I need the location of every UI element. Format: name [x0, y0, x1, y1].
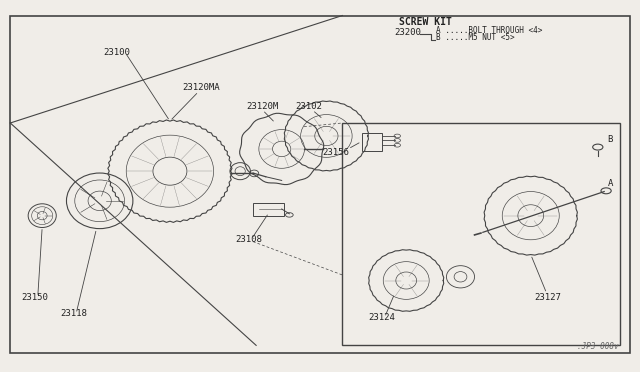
Text: 23120MA: 23120MA — [182, 83, 220, 92]
Text: A .....BOLT THROUGH <4>: A .....BOLT THROUGH <4> — [436, 26, 543, 35]
Bar — [253, 203, 284, 216]
Text: 23124: 23124 — [369, 313, 396, 322]
Text: 23120M: 23120M — [246, 102, 279, 111]
Text: 23156: 23156 — [322, 148, 349, 157]
Text: A: A — [607, 179, 612, 188]
Text: 23127: 23127 — [534, 293, 561, 302]
Bar — [342, 123, 620, 345]
Text: 23150: 23150 — [22, 293, 49, 302]
Bar — [362, 133, 382, 151]
Text: SCREW KIT: SCREW KIT — [399, 17, 452, 27]
Text: 23108: 23108 — [235, 235, 262, 244]
Text: 23118: 23118 — [60, 310, 87, 318]
Text: B .....M5 NUT <5>: B .....M5 NUT <5> — [436, 33, 515, 42]
Text: 23102: 23102 — [296, 102, 323, 111]
Text: .JP3 008v: .JP3 008v — [577, 342, 619, 351]
Text: B: B — [607, 135, 612, 144]
Text: 23100: 23100 — [103, 48, 130, 57]
Text: 23200: 23200 — [395, 28, 422, 37]
